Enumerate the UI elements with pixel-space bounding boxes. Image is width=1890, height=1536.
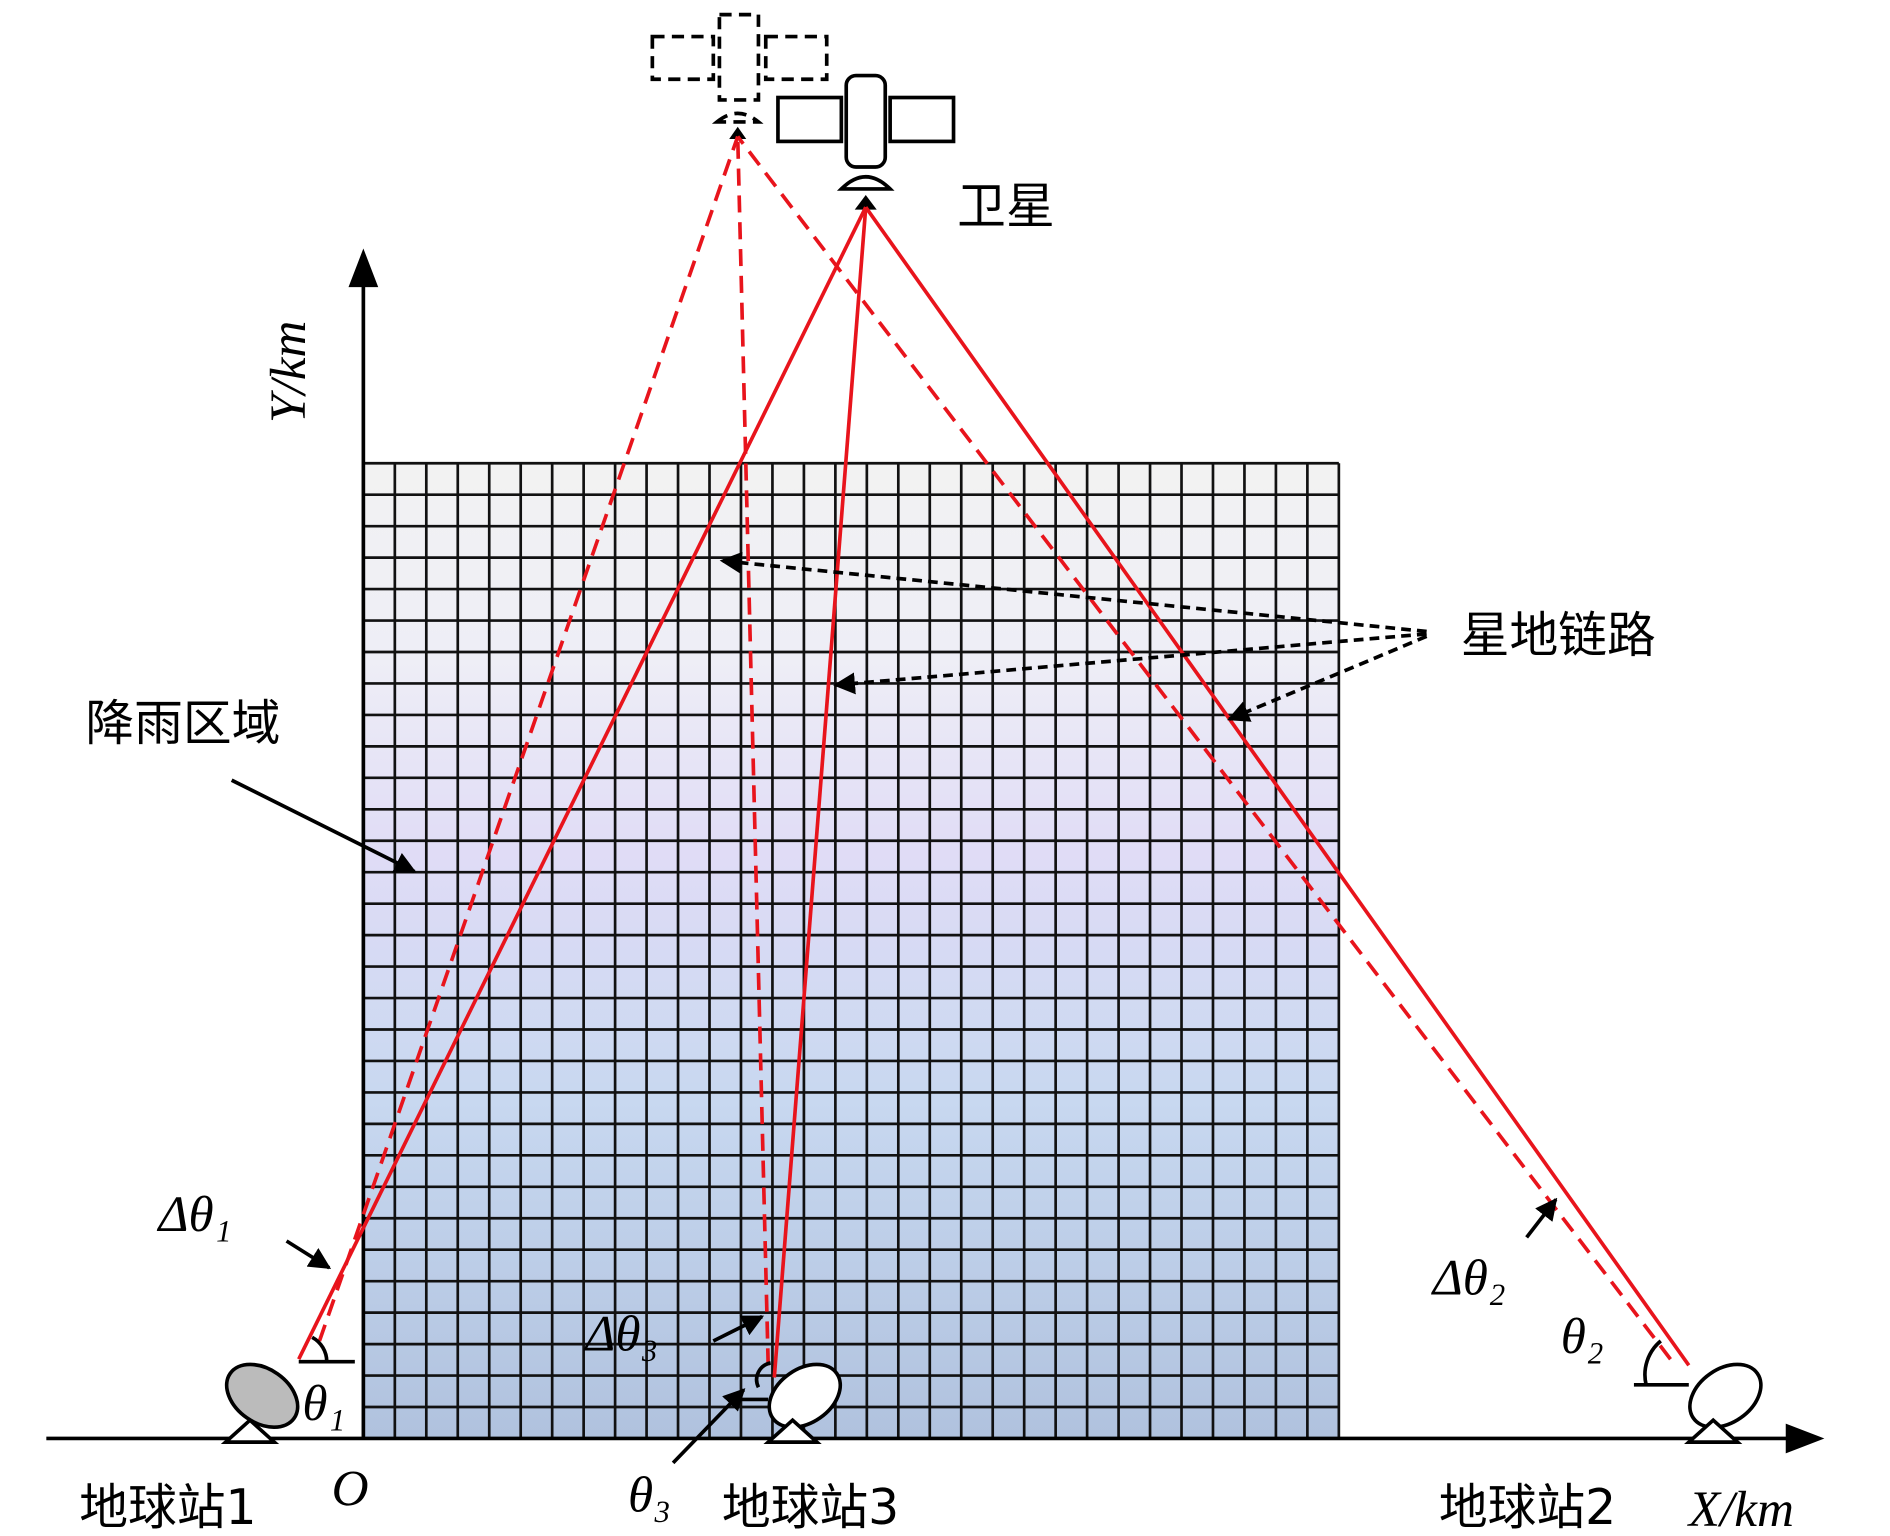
stations — [220, 1362, 1763, 1444]
angle-label: θ₃ — [628, 1467, 671, 1524]
grid — [362, 461, 1341, 1440]
satellite — [776, 73, 956, 191]
axes — [46, 248, 1825, 1454]
angle-label: θ₁ — [302, 1375, 345, 1432]
origin-label: O — [332, 1461, 369, 1518]
rain-label: 降雨区域 — [85, 696, 280, 752]
x-axis-label: X/km — [1687, 1481, 1794, 1536]
y-axis-label: Y/km — [260, 321, 317, 423]
pointers — [230, 551, 1689, 1465]
satellite-label: 卫星 — [957, 179, 1055, 235]
angle-label: θ₂ — [1561, 1308, 1604, 1365]
rain-region — [363, 463, 1339, 1439]
link-label: 星地链路 — [1461, 608, 1656, 664]
satellite-dashed — [650, 12, 829, 124]
links — [297, 135, 1691, 1378]
station-label: 地球站3 — [722, 1480, 899, 1536]
angle-label: Δθ₁ — [157, 1186, 232, 1243]
angle-label: Δθ₃ — [583, 1306, 658, 1363]
angle-label: Δθ₂ — [1431, 1250, 1506, 1307]
station-label: 地球站2 — [1439, 1480, 1616, 1536]
station-label: 地球站1 — [79, 1480, 256, 1536]
